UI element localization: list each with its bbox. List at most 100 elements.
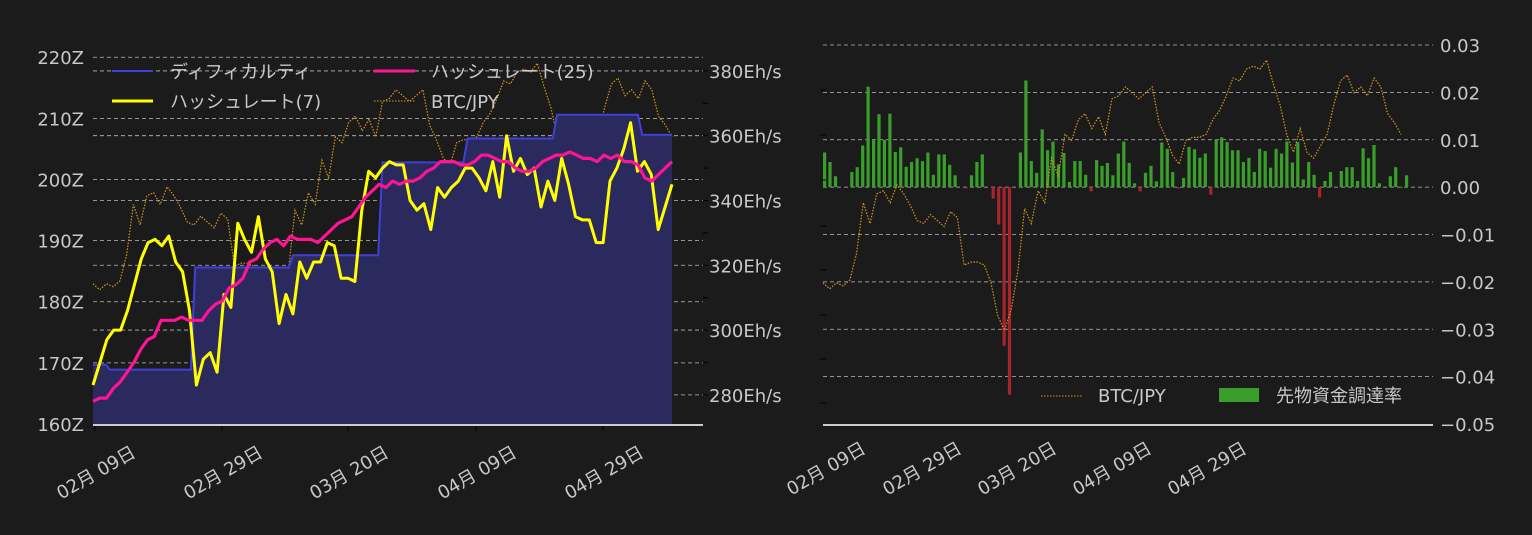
funding-bar <box>997 187 1001 225</box>
funding-bar <box>1029 161 1033 188</box>
y-right-tick-label: 340Eh/s <box>709 191 782 212</box>
legend-hashrate25-label: ハッシュレート(25) <box>431 62 594 83</box>
x-tick-label: 02月 29日 <box>180 442 266 504</box>
funding-bar <box>1046 150 1050 188</box>
funding-bar <box>1258 148 1262 188</box>
funding-bar <box>1279 153 1284 188</box>
funding-bar <box>1307 162 1311 188</box>
funding-bar <box>1296 142 1300 188</box>
funding-bar <box>1356 181 1360 188</box>
funding-bar <box>1366 158 1371 188</box>
legend: BTC/JPY 先物資金調達率 <box>1041 386 1402 407</box>
y-left-tick-label: 210Z <box>37 109 84 130</box>
funding-bar <box>1209 187 1213 195</box>
x-tick-label: 02月 09日 <box>783 438 869 500</box>
funding-bar <box>991 187 995 199</box>
funding-bar <box>888 113 892 188</box>
funding-bar <box>1116 153 1120 188</box>
funding-bar <box>1198 157 1202 188</box>
funding-bar <box>1024 80 1028 188</box>
funding-bar <box>1236 150 1240 188</box>
funding-bar <box>1285 141 1289 188</box>
funding-bar <box>1225 142 1229 188</box>
x-tick-label: 03月 20日 <box>306 442 392 504</box>
funding-bar <box>1339 171 1343 188</box>
funding-bar <box>1312 174 1316 188</box>
funding-bar <box>828 162 832 188</box>
funding-bar <box>975 162 979 188</box>
legend-btcjpy-label: BTC/JPY <box>1098 386 1167 407</box>
axes: 160Z 170Z 180Z 190Z 200Z 210Z 220Z 280Eh/s 300Eh… <box>37 48 781 504</box>
y-tick-label: −0.01 <box>1440 226 1495 247</box>
x-tick-label: 04月 29日 <box>561 442 647 504</box>
funding-bar <box>1187 146 1191 188</box>
y-tick-label: 0.00 <box>1440 178 1480 199</box>
btc-jpy-line <box>92 61 673 333</box>
funding-bar <box>915 158 919 188</box>
funding-bar <box>920 161 925 188</box>
funding-bar <box>1214 139 1218 188</box>
funding-bar <box>1318 187 1322 198</box>
funding-bar <box>964 187 968 189</box>
funding-bar <box>948 164 952 188</box>
funding-bar <box>1230 150 1235 188</box>
y-left-tick-label: 190Z <box>37 232 84 253</box>
funding-bar <box>1133 183 1137 188</box>
funding-bar <box>926 152 930 188</box>
funding-rate-bars <box>823 80 1409 395</box>
funding-bar <box>1301 179 1305 188</box>
y-tick-label: −0.04 <box>1440 368 1495 389</box>
funding-bar <box>1149 165 1153 188</box>
funding-bar <box>1165 148 1169 188</box>
funding-bar <box>1241 162 1245 188</box>
funding-bar <box>866 86 870 188</box>
legend-hashrate7-label: ハッシュレート(7) <box>170 92 321 113</box>
legend-funding-label: 先物資金調達率 <box>1276 386 1402 407</box>
y-tick-label: −0.05 <box>1440 415 1495 436</box>
funding-bar <box>937 154 941 188</box>
x-tick-label: 04月 09日 <box>1069 438 1155 500</box>
funding-bar <box>1361 148 1365 188</box>
funding-bar <box>1377 183 1381 188</box>
x-tick-label: 02月 09日 <box>53 442 139 504</box>
legend-btcjpy-label: BTC/JPY <box>431 92 500 113</box>
funding-bar <box>1105 163 1109 188</box>
funding-bar <box>1171 172 1175 188</box>
y-left-tick-label: 170Z <box>37 354 84 375</box>
funding-bar <box>1263 151 1267 188</box>
funding-bar <box>1192 149 1197 188</box>
funding-bar <box>1345 167 1349 188</box>
funding-bar <box>855 167 859 188</box>
x-tick-label: 02月 29日 <box>879 438 965 500</box>
y-tick-label: 0.03 <box>1440 36 1480 57</box>
y-tick-label: 0.02 <box>1440 83 1480 104</box>
funding-bar <box>1051 141 1055 188</box>
y-right-tick-label: 360Eh/s <box>709 127 782 148</box>
funding-bar <box>1350 167 1354 188</box>
y-tick-label: 0.01 <box>1440 131 1480 152</box>
funding-bar <box>1143 172 1148 188</box>
funding-bar <box>1089 187 1093 192</box>
funding-bar <box>1078 161 1082 188</box>
y-tick-label: −0.02 <box>1440 273 1495 294</box>
funding-bar <box>1073 161 1077 188</box>
funding-bar <box>893 152 897 188</box>
funding-bar <box>1290 162 1294 188</box>
y-left-tick-label: 200Z <box>37 170 84 191</box>
funding-bar <box>1067 181 1071 188</box>
funding-bar <box>899 147 903 188</box>
funding-bar <box>1405 175 1409 188</box>
funding-bar <box>1018 152 1022 188</box>
funding-bar <box>1040 129 1044 188</box>
funding-bar <box>1122 141 1126 188</box>
funding-bar <box>1002 187 1006 346</box>
funding-bar <box>1056 164 1061 188</box>
funding-bar <box>1269 167 1273 188</box>
legend-funding-swatch <box>1219 388 1259 402</box>
funding-bar <box>850 172 854 188</box>
funding-bar <box>1323 181 1327 188</box>
funding-bar <box>1274 148 1278 188</box>
funding-bar <box>1084 174 1088 188</box>
funding-bar <box>877 114 881 188</box>
funding-bar <box>1252 172 1256 188</box>
